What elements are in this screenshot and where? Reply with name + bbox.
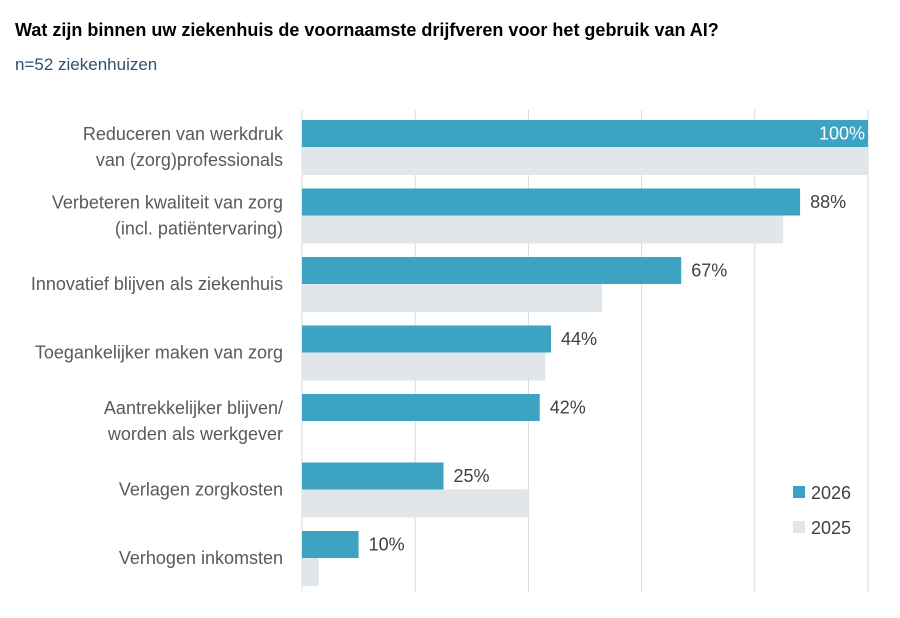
- bar-2026-3: [302, 257, 682, 284]
- chart-title: Wat zijn binnen uw ziekenhuis de voornaa…: [15, 20, 719, 40]
- bar-2025-3: [302, 284, 602, 312]
- value-label-2026-5: 42%: [550, 398, 586, 418]
- category-label: Aantrekkelijker blijven/worden als werkg…: [104, 398, 283, 444]
- category-label: Verbeteren kwaliteit van zorg (incl. pati…: [52, 193, 283, 239]
- bar-2025-6: [302, 489, 529, 518]
- legend-item-2025: 2025: [793, 518, 851, 538]
- bar-2026-1: [302, 120, 868, 147]
- chart-subtitle: n=52 ziekenhuizen: [15, 55, 157, 74]
- legend-item-2026: 2026: [793, 483, 851, 503]
- legend: 2026 2025: [793, 483, 851, 538]
- legend-label-2025: 2025: [811, 518, 851, 538]
- labels: Reduceren van werkdruk van (zorg)professi…: [31, 124, 865, 569]
- category-label: Verhogen inkomsten: [119, 548, 283, 568]
- legend-swatch-2026: [793, 486, 805, 498]
- legend-swatch-2025: [793, 521, 805, 533]
- bar-2026-5: [302, 394, 540, 421]
- value-label-2026-2: 88%: [810, 192, 846, 212]
- bar-2025-7: [302, 558, 319, 586]
- bar-2025-4: [302, 352, 546, 381]
- category-label: Reduceren van werkdruk van (zorg)professi…: [83, 124, 284, 170]
- value-label-2026-4: 44%: [561, 329, 597, 349]
- bar-2025-2: [302, 215, 784, 244]
- value-label-2026-1: 100%: [819, 124, 865, 144]
- bars: [302, 120, 868, 586]
- value-label-2026-6: 25%: [454, 466, 490, 486]
- category-label: Toegankelijker maken van zorg: [35, 343, 283, 363]
- category-label: Innovatief blijven als ziekenhuis: [31, 274, 283, 294]
- bar-2025-1: [302, 147, 868, 175]
- bar-2026-2: [302, 188, 801, 216]
- value-label-2026-3: 67%: [691, 261, 727, 281]
- legend-label-2026: 2026: [811, 483, 851, 503]
- category-label: Verlagen zorgkosten: [119, 480, 283, 500]
- value-label-2026-7: 10%: [369, 535, 405, 555]
- bar-2026-6: [302, 462, 444, 490]
- bar-2026-4: [302, 325, 552, 353]
- bar-2026-7: [302, 531, 359, 558]
